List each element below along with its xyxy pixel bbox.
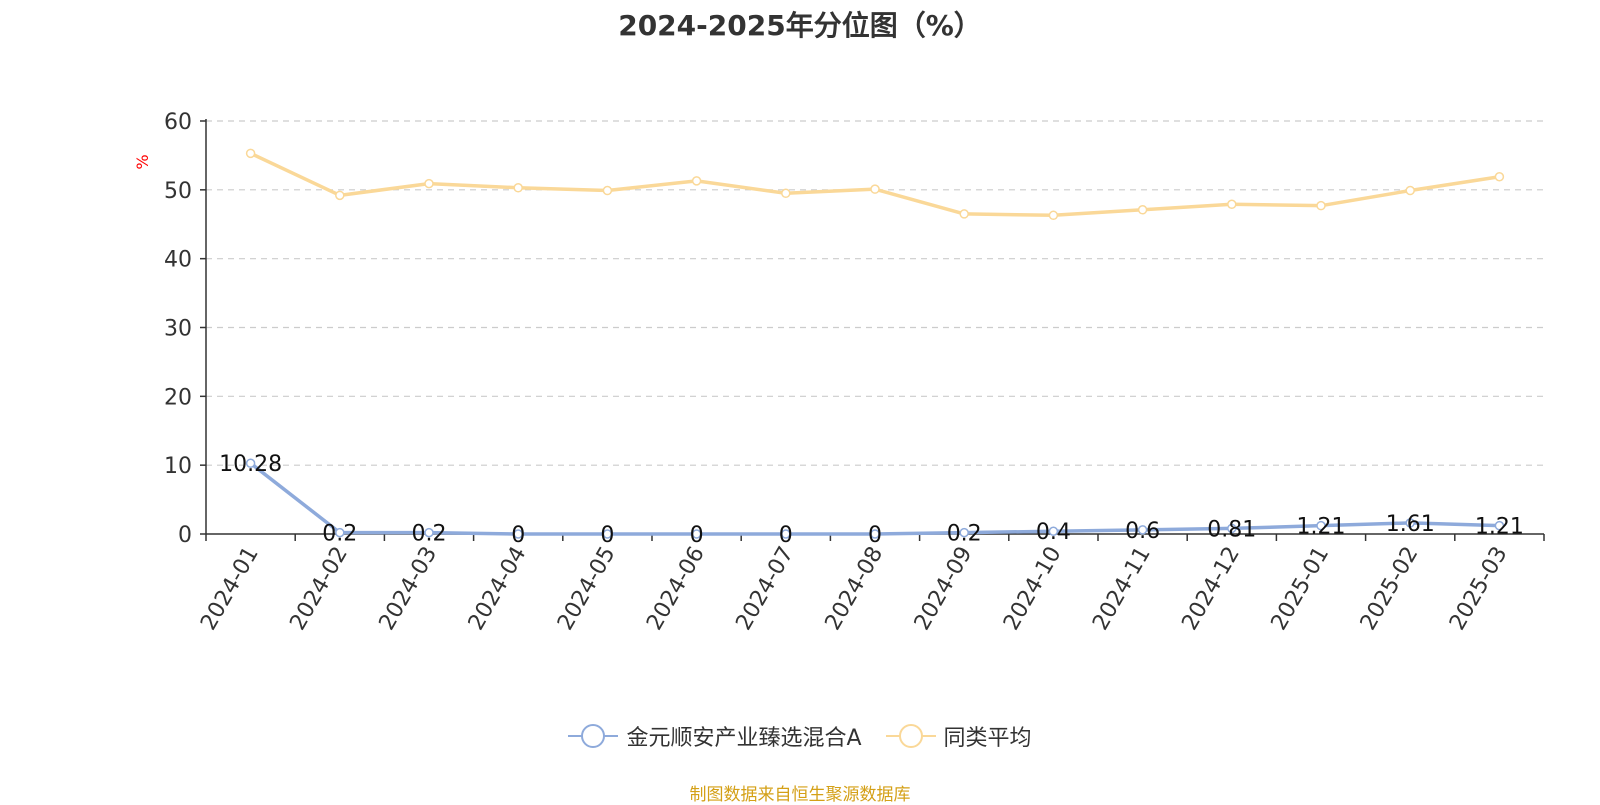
data-label: 0	[779, 523, 793, 548]
y-tick-label: 20	[164, 385, 192, 410]
series-0-point	[513, 529, 523, 539]
y-tick-label: 50	[164, 179, 192, 204]
series-0-point	[1316, 520, 1326, 531]
series-0-point	[245, 458, 256, 468]
y-axis-label: %	[133, 154, 152, 169]
series-0-point	[335, 527, 345, 538]
y-tick-label: 40	[164, 248, 192, 273]
legend-label-average: 同类平均	[943, 726, 1032, 751]
series-0-point	[781, 529, 791, 539]
series-1-point	[1405, 185, 1415, 196]
series-1-point	[691, 176, 702, 186]
x-tick-label: 2024-10	[999, 543, 1067, 635]
line-chart: 0 10 20 30 40 50 60% 2024-01 2024-02 2024-03 2024-…	[133, 110, 1545, 635]
y-tick-label: 60	[164, 110, 192, 135]
y-tick-label: 0	[178, 523, 192, 548]
data-label: 1.21	[1475, 515, 1524, 540]
data-label: 1.21	[1297, 515, 1346, 540]
legend-swatch-fund-icon	[568, 724, 619, 748]
series-1-point	[870, 184, 880, 194]
x-tick-label: 2024-01	[196, 543, 264, 635]
series-1-point	[1316, 200, 1326, 211]
data-label: 0.2	[322, 522, 357, 547]
series-1-point	[602, 185, 613, 196]
series-1-point	[245, 148, 256, 159]
series-0-point	[424, 527, 434, 538]
data-label: 0	[868, 523, 882, 548]
y-tick-label: 30	[164, 317, 192, 342]
data-label: 0.2	[947, 522, 982, 547]
legend-item-average[interactable]: 同类平均	[885, 720, 1032, 752]
x-tick-label: 2024-12	[1177, 543, 1245, 635]
series-line-1	[249, 151, 1500, 218]
legend-swatch-average-icon	[885, 724, 936, 748]
series-1-point	[781, 188, 791, 199]
chart-title: 2024-2025年分位图（%）	[618, 9, 982, 42]
series-1-point	[959, 209, 969, 219]
series-0-point	[1494, 520, 1505, 531]
source-footer: 制图数据来自恒生聚源数据库	[689, 785, 911, 805]
series-0-point	[1227, 523, 1237, 534]
series-1-point	[1227, 199, 1237, 210]
x-tick-label: 2024-08	[821, 543, 889, 635]
x-tick-label: 2025-01	[1267, 543, 1335, 635]
data-label: 10.28	[219, 452, 282, 477]
series-0-point	[691, 529, 702, 539]
x-tick-label: 2024-04	[464, 543, 532, 635]
x-tick-label: 2024-07	[731, 543, 799, 635]
series-0-point	[1048, 526, 1059, 536]
x-tick-label: 2025-02	[1356, 543, 1424, 635]
data-label: 0.4	[1036, 520, 1071, 545]
series-0-point	[870, 529, 880, 539]
series-1-point	[1137, 205, 1148, 215]
x-tick-label: 2024-06	[642, 543, 710, 635]
series-0-point	[1137, 525, 1148, 535]
x-tick-label: 2024-03	[375, 543, 443, 635]
series-1-point	[513, 183, 523, 193]
series-0-point	[602, 529, 613, 539]
data-label: 0.6	[1125, 519, 1160, 544]
y-tick-label: 10	[164, 454, 192, 479]
data-label: 0	[511, 523, 525, 548]
x-tick-label: 2025-03	[1445, 543, 1513, 635]
series-0-point	[1405, 518, 1415, 528]
x-tick-label: 2024-02	[285, 543, 353, 635]
x-tick-label: 2024-05	[553, 543, 621, 635]
data-label: 0	[690, 523, 704, 548]
data-label: 0	[600, 523, 614, 548]
series-1-point	[1494, 172, 1505, 182]
series-1-point	[1048, 210, 1059, 221]
data-label: 0.81	[1207, 517, 1256, 542]
legend-label-fund: 金元顺安产业臻选混合A	[626, 726, 862, 751]
data-label: 1.61	[1386, 512, 1435, 537]
series-1-point	[335, 190, 345, 201]
series-1-point	[424, 178, 434, 189]
legend: 金元顺安产业臻选混合A 同类平均	[0, 720, 1600, 752]
x-tick-label: 2024-11	[1088, 543, 1156, 635]
legend-item-fund[interactable]: 金元顺安产业臻选混合A	[568, 720, 862, 752]
series-0-point	[959, 527, 969, 538]
data-label: 0.2	[412, 522, 447, 547]
x-tick-label: 2024-09	[910, 543, 978, 635]
